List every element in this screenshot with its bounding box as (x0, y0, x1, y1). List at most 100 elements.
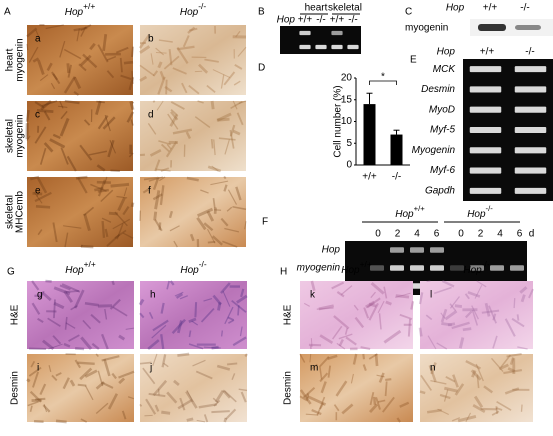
texture (63, 342, 71, 348)
day-label: 4 (414, 229, 420, 240)
texture (223, 417, 228, 423)
y-tick-label: 0 (346, 160, 352, 171)
texture (142, 188, 150, 194)
texture (376, 374, 385, 378)
texture (41, 100, 58, 107)
texture (139, 64, 155, 77)
texture (378, 313, 382, 330)
texture (462, 327, 472, 332)
texture (236, 294, 248, 304)
bar (390, 134, 403, 165)
texture (35, 204, 51, 209)
texture (223, 184, 228, 192)
texture (490, 357, 504, 373)
texture (36, 190, 41, 197)
texture (63, 290, 74, 303)
texture (336, 291, 345, 298)
texture (82, 319, 92, 330)
texture (239, 326, 243, 337)
texture (471, 305, 479, 320)
texture (80, 26, 87, 37)
texture (158, 140, 171, 146)
texture (483, 385, 494, 394)
texture (302, 387, 316, 399)
texture (519, 286, 528, 294)
texture (216, 112, 232, 122)
texture (507, 367, 516, 373)
texture (212, 294, 222, 306)
texture (39, 290, 45, 300)
texture (97, 370, 104, 387)
texture (244, 353, 248, 358)
texture (492, 313, 497, 321)
texture (194, 302, 198, 318)
texture (91, 342, 100, 350)
texture (74, 359, 81, 369)
texture (207, 240, 216, 244)
band (469, 126, 502, 134)
texture (369, 391, 375, 406)
texture (368, 302, 377, 308)
texture (200, 189, 209, 194)
image-letter: k (310, 290, 316, 301)
texture (188, 317, 197, 324)
micrograph (27, 101, 133, 171)
texture (206, 210, 215, 222)
texture (353, 304, 359, 311)
texture (503, 368, 523, 375)
panel-label: B (258, 7, 265, 18)
gene-label: Hop (322, 245, 341, 256)
texture (186, 176, 199, 182)
texture (32, 57, 40, 63)
band (430, 265, 444, 271)
texture (445, 376, 456, 383)
row-label: Desmin (283, 371, 294, 405)
band (370, 265, 384, 271)
texture (104, 114, 111, 132)
image-letter: n (430, 363, 436, 374)
texture (426, 280, 431, 283)
genotype: Hop-/- (463, 259, 489, 275)
texture (216, 117, 230, 122)
texture (226, 362, 238, 366)
texture (73, 26, 88, 32)
gene-label: Myf-5 (430, 125, 455, 136)
row-label: H&E (10, 304, 21, 325)
texture (163, 55, 180, 70)
gene: Hop (65, 7, 84, 18)
texture (352, 353, 358, 365)
genotype: Hop+/+ (341, 259, 372, 275)
gene: Hop (467, 209, 486, 220)
texture (51, 374, 58, 382)
texture (232, 336, 247, 347)
texture (34, 126, 47, 144)
texture (55, 372, 62, 377)
gene: Hop (395, 209, 414, 220)
texture (447, 322, 456, 327)
texture (418, 292, 424, 305)
texture (520, 294, 526, 303)
band (315, 44, 327, 50)
texture (170, 101, 185, 110)
texture (26, 378, 31, 383)
texture (222, 240, 238, 248)
texture (230, 100, 243, 109)
texture (203, 298, 213, 302)
gene-label: Gapdh (425, 185, 455, 196)
gel (297, 26, 361, 54)
texture (428, 364, 437, 383)
texture (223, 71, 236, 86)
texture (88, 150, 108, 156)
y-tick-label: 10 (341, 116, 353, 127)
texture (220, 74, 225, 89)
texture (350, 373, 354, 384)
texture (96, 100, 105, 104)
texture (222, 290, 231, 307)
texture (474, 284, 483, 299)
texture (125, 327, 135, 330)
texture (34, 101, 45, 109)
texture (196, 419, 206, 423)
texture (31, 280, 40, 291)
texture (223, 390, 237, 403)
texture (307, 395, 327, 406)
